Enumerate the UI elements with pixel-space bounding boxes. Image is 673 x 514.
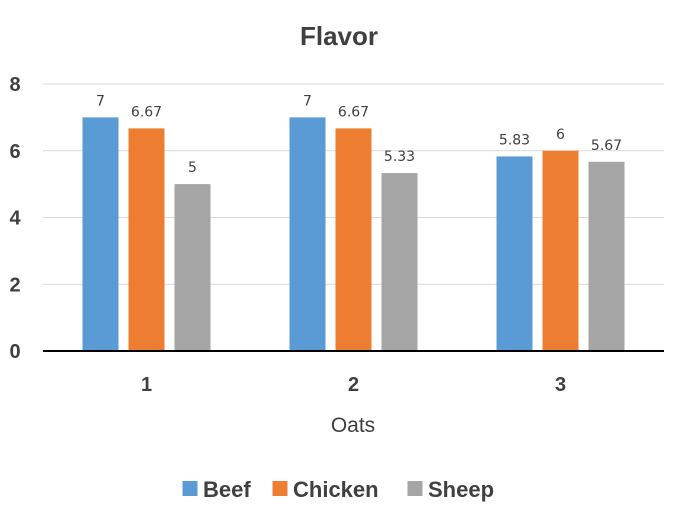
x-tick-label: 2	[348, 374, 359, 396]
legend-swatch-sheep	[407, 481, 423, 496]
data-label: 5.67	[591, 138, 622, 154]
data-labels: 7 6.67 5 7 6.67 5.33 5.83 6 5.67	[96, 93, 622, 176]
y-tick-label: 4	[9, 208, 21, 230]
legend: Beef Chicken Sheep	[182, 477, 494, 502]
bar-sheep-1	[174, 184, 211, 351]
y-tick-label: 2	[9, 274, 20, 296]
legend-swatch-beef	[182, 481, 198, 496]
data-label: 5	[188, 160, 197, 176]
bars	[82, 117, 625, 351]
data-label: 6	[556, 127, 565, 143]
x-axis-ticks: 1 2 3	[141, 374, 566, 396]
bar-chicken-2	[335, 128, 372, 351]
data-label: 7	[303, 93, 312, 109]
bar-sheep-3	[588, 161, 625, 351]
legend-swatch-chicken	[272, 481, 288, 496]
bar-chicken-3	[542, 150, 579, 351]
y-tick-label: 6	[9, 141, 20, 163]
y-tick-label: 0	[9, 341, 20, 363]
data-label: 5.33	[384, 149, 415, 165]
data-label: 6.67	[131, 104, 162, 120]
bar-beef-3	[496, 156, 533, 351]
bar-beef-2	[289, 117, 326, 351]
legend-label-beef: Beef	[203, 477, 251, 502]
y-tick-label: 8	[9, 74, 20, 96]
x-tick-label: 3	[555, 374, 566, 396]
bar-sheep-2	[381, 173, 418, 351]
data-label: 5.83	[499, 132, 530, 148]
legend-label-chicken: Chicken	[293, 477, 379, 502]
bar-beef-1	[82, 117, 119, 351]
y-axis-ticks: 0 2 4 6 8	[9, 74, 21, 363]
data-label: 6.67	[338, 104, 369, 120]
x-axis-label: Oats	[331, 414, 375, 437]
x-tick-label: 1	[141, 374, 152, 396]
legend-label-sheep: Sheep	[428, 477, 494, 502]
chart-title: Flavor	[300, 21, 378, 51]
data-label: 7	[96, 93, 105, 109]
bar-chicken-1	[128, 128, 165, 351]
